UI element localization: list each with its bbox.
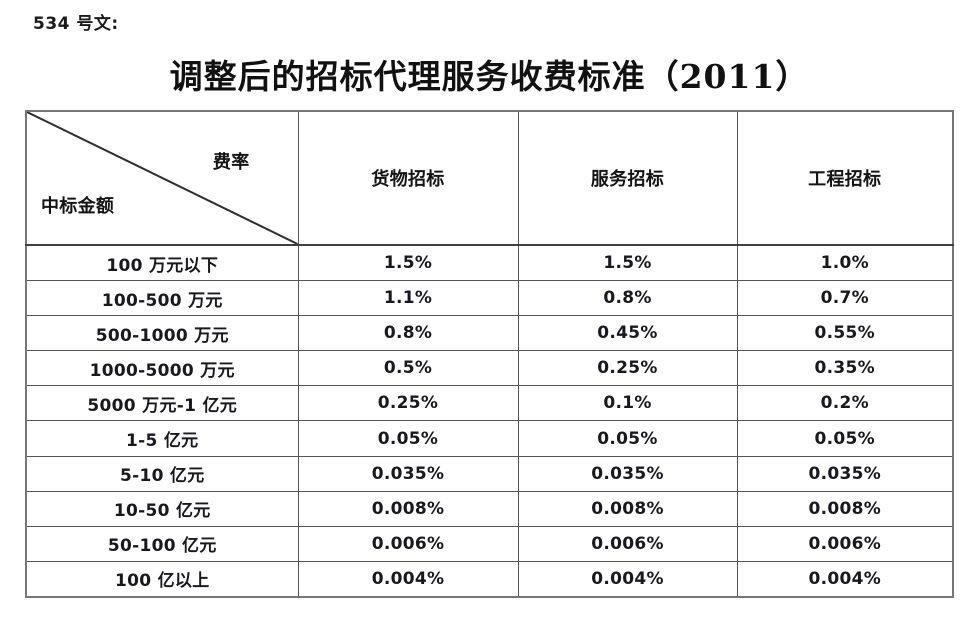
fee-cell: 0.55%	[736, 315, 954, 352]
table-row: 100 亿以上 0.004% 0.004% 0.004%	[25, 560, 954, 598]
table-row: 100 万元以下 1.5% 1.5% 1.0%	[25, 244, 954, 282]
table-row: 1000-5000 万元 0.5% 0.25% 0.35%	[25, 350, 954, 387]
fee-cell: 1.5%	[297, 244, 519, 282]
table-row: 10-50 亿元 0.008% 0.008% 0.008%	[25, 490, 954, 527]
table-row: 50-100 亿元 0.006% 0.006% 0.006%	[25, 525, 954, 562]
fee-cell: 0.1%	[517, 385, 738, 422]
fee-cell: 0.8%	[517, 280, 738, 317]
fee-cell: 0.45%	[517, 315, 738, 352]
fee-cell: 0.035%	[517, 455, 738, 492]
column-header-engineering: 工程招标	[736, 110, 954, 246]
fee-cell: 0.004%	[517, 560, 738, 598]
diagonal-line	[27, 112, 298, 244]
table-row: 100-500 万元 1.1% 0.8% 0.7%	[25, 280, 954, 317]
row-label: 5-10 亿元	[25, 455, 299, 492]
fee-cell: 0.004%	[736, 560, 954, 598]
fee-cell: 0.35%	[736, 350, 954, 387]
row-label: 1000-5000 万元	[25, 350, 299, 387]
fee-cell: 0.5%	[297, 350, 519, 387]
column-header-services: 服务招标	[517, 110, 738, 246]
corner-label-amount: 中标金额	[41, 196, 115, 217]
row-label: 50-100 亿元	[25, 525, 299, 562]
row-label: 500-1000 万元	[25, 315, 299, 352]
fee-cell: 0.2%	[736, 385, 954, 422]
corner-label-rate: 费率	[212, 152, 250, 173]
fee-cell: 0.25%	[297, 385, 519, 422]
table-row: 1-5 亿元 0.05% 0.05% 0.05%	[25, 420, 954, 457]
fee-cell: 0.006%	[736, 525, 954, 562]
doc-number-label: 534 号文:	[33, 14, 119, 34]
fee-cell: 1.0%	[736, 244, 954, 282]
table-row: 5000 万元-1 亿元 0.25% 0.1% 0.2%	[25, 385, 954, 422]
fee-cell: 0.7%	[736, 280, 954, 317]
fee-cell: 0.008%	[517, 490, 738, 527]
fee-cell: 0.035%	[736, 455, 954, 492]
table-row: 500-1000 万元 0.8% 0.45% 0.55%	[25, 315, 954, 352]
row-label: 10-50 亿元	[25, 490, 299, 527]
diagonal-corner-cell: 费率 中标金额	[25, 110, 299, 246]
fee-cell: 0.006%	[297, 525, 519, 562]
fee-cell: 0.05%	[517, 420, 738, 457]
fee-rate-table: 费率 中标金额 货物招标 服务招标 工程招标 100 万元以下 1.5% 1.5…	[25, 110, 954, 598]
fee-cell: 0.8%	[297, 315, 519, 352]
fee-cell: 0.05%	[297, 420, 519, 457]
fee-cell: 0.035%	[297, 455, 519, 492]
row-label: 1-5 亿元	[25, 420, 299, 457]
table-header-row: 费率 中标金额 货物招标 服务招标 工程招标	[25, 110, 954, 246]
table-row: 5-10 亿元 0.035% 0.035% 0.035%	[25, 455, 954, 492]
fee-cell: 1.1%	[297, 280, 519, 317]
fee-cell: 0.008%	[736, 490, 954, 527]
row-label: 100 亿以上	[25, 560, 299, 598]
column-header-goods: 货物招标	[297, 110, 519, 246]
page-title: 调整后的招标代理服务收费标准（2011）	[169, 57, 810, 96]
row-label: 100 万元以下	[25, 244, 299, 282]
fee-cell: 0.05%	[736, 420, 954, 457]
fee-cell: 0.006%	[517, 525, 738, 562]
fee-cell: 0.25%	[517, 350, 738, 387]
row-label: 5000 万元-1 亿元	[25, 385, 299, 422]
fee-cell: 0.008%	[297, 490, 519, 527]
row-label: 100-500 万元	[25, 280, 299, 317]
fee-cell: 0.004%	[297, 560, 519, 598]
fee-cell: 1.5%	[517, 244, 738, 282]
